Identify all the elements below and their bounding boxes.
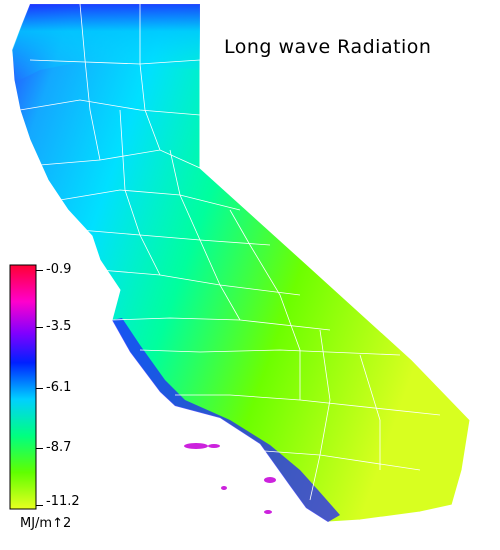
legend-tick-label: -8.7 (46, 440, 72, 455)
map-title: Long wave Radiation (224, 36, 432, 58)
california-outline (11, 3, 471, 523)
legend-tick (36, 505, 43, 506)
legend-tick (36, 327, 43, 328)
coastal-band (112, 318, 340, 522)
legend-tick-label: -11.2 (46, 494, 80, 509)
colorbar (9, 264, 37, 510)
legend-tick (36, 270, 43, 271)
county-boundaries (19, 3, 441, 501)
legend-tick-label: -0.9 (46, 262, 72, 277)
legend-tick-label: -3.5 (46, 319, 72, 334)
legend-tick (36, 448, 43, 449)
north-cold-band (12, 4, 200, 82)
legend-tick-label: -6.1 (46, 380, 72, 395)
channel-islands (184, 443, 276, 514)
legend-tick (36, 388, 43, 389)
legend-units: MJ/m↑2 (20, 516, 72, 531)
